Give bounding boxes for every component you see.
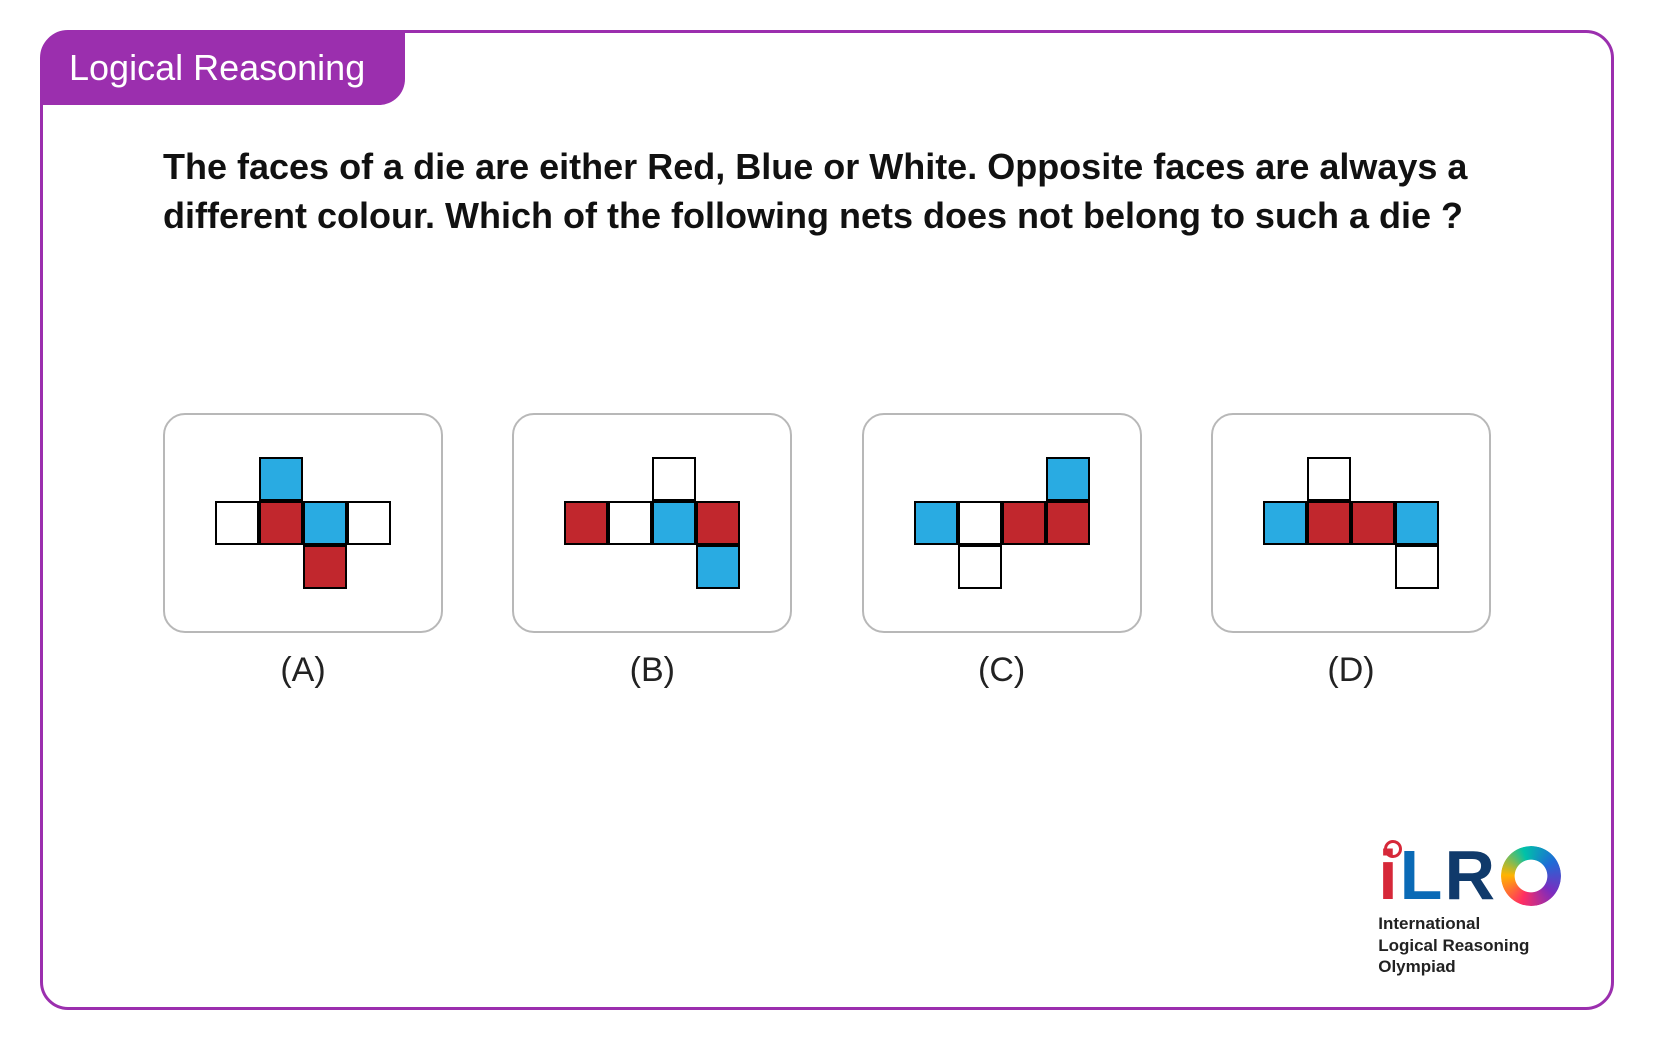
net-face [564,501,608,545]
net-container [862,413,1142,633]
logo-subtitle: InternationalLogical ReasoningOlympiad [1378,913,1529,977]
category-tab: Logical Reasoning [41,31,405,105]
option-label: (C) [978,651,1025,690]
cube-net [1263,457,1439,589]
net-face [1395,545,1439,589]
net-face [215,501,259,545]
option-label: (D) [1327,651,1374,690]
net-face [1046,501,1090,545]
net-face [347,501,391,545]
net-face [1046,457,1090,501]
net-face [1307,501,1351,545]
net-face [608,501,652,545]
option-label: (A) [280,651,325,690]
cube-net [564,457,740,589]
net-face [696,501,740,545]
logo-letter-i: i [1378,844,1397,907]
net-face [652,501,696,545]
answer-option[interactable]: (D) [1211,413,1491,690]
net-face [1002,501,1046,545]
logo-letter-l: L [1400,844,1443,907]
answer-option[interactable]: (C) [862,413,1142,690]
net-face [1351,501,1395,545]
net-face [259,501,303,545]
net-container [163,413,443,633]
logo-wordmark: i L R [1378,844,1561,907]
logo-letter-o-spiral [1501,846,1561,906]
net-container [512,413,792,633]
net-face [958,545,1002,589]
answer-option[interactable]: (B) [512,413,792,690]
net-face [696,545,740,589]
net-face [914,501,958,545]
cube-net [215,457,391,589]
logo-letter-r: R [1444,844,1495,907]
net-face [652,457,696,501]
net-face [303,545,347,589]
answer-option[interactable]: (A) [163,413,443,690]
question-text: The faces of a die are either Red, Blue … [163,143,1491,240]
net-face [1263,501,1307,545]
net-face [1307,457,1351,501]
option-label: (B) [630,651,675,690]
net-face [259,457,303,501]
net-face [303,501,347,545]
question-card: Logical Reasoning The faces of a die are… [40,30,1614,1010]
cube-net [914,457,1090,589]
net-face [1395,501,1439,545]
net-container [1211,413,1491,633]
ilro-logo: i L R InternationalLogical ReasoningOlym… [1378,844,1561,977]
options-row: (A) (B) (C) (D) [163,413,1491,690]
net-face [958,501,1002,545]
